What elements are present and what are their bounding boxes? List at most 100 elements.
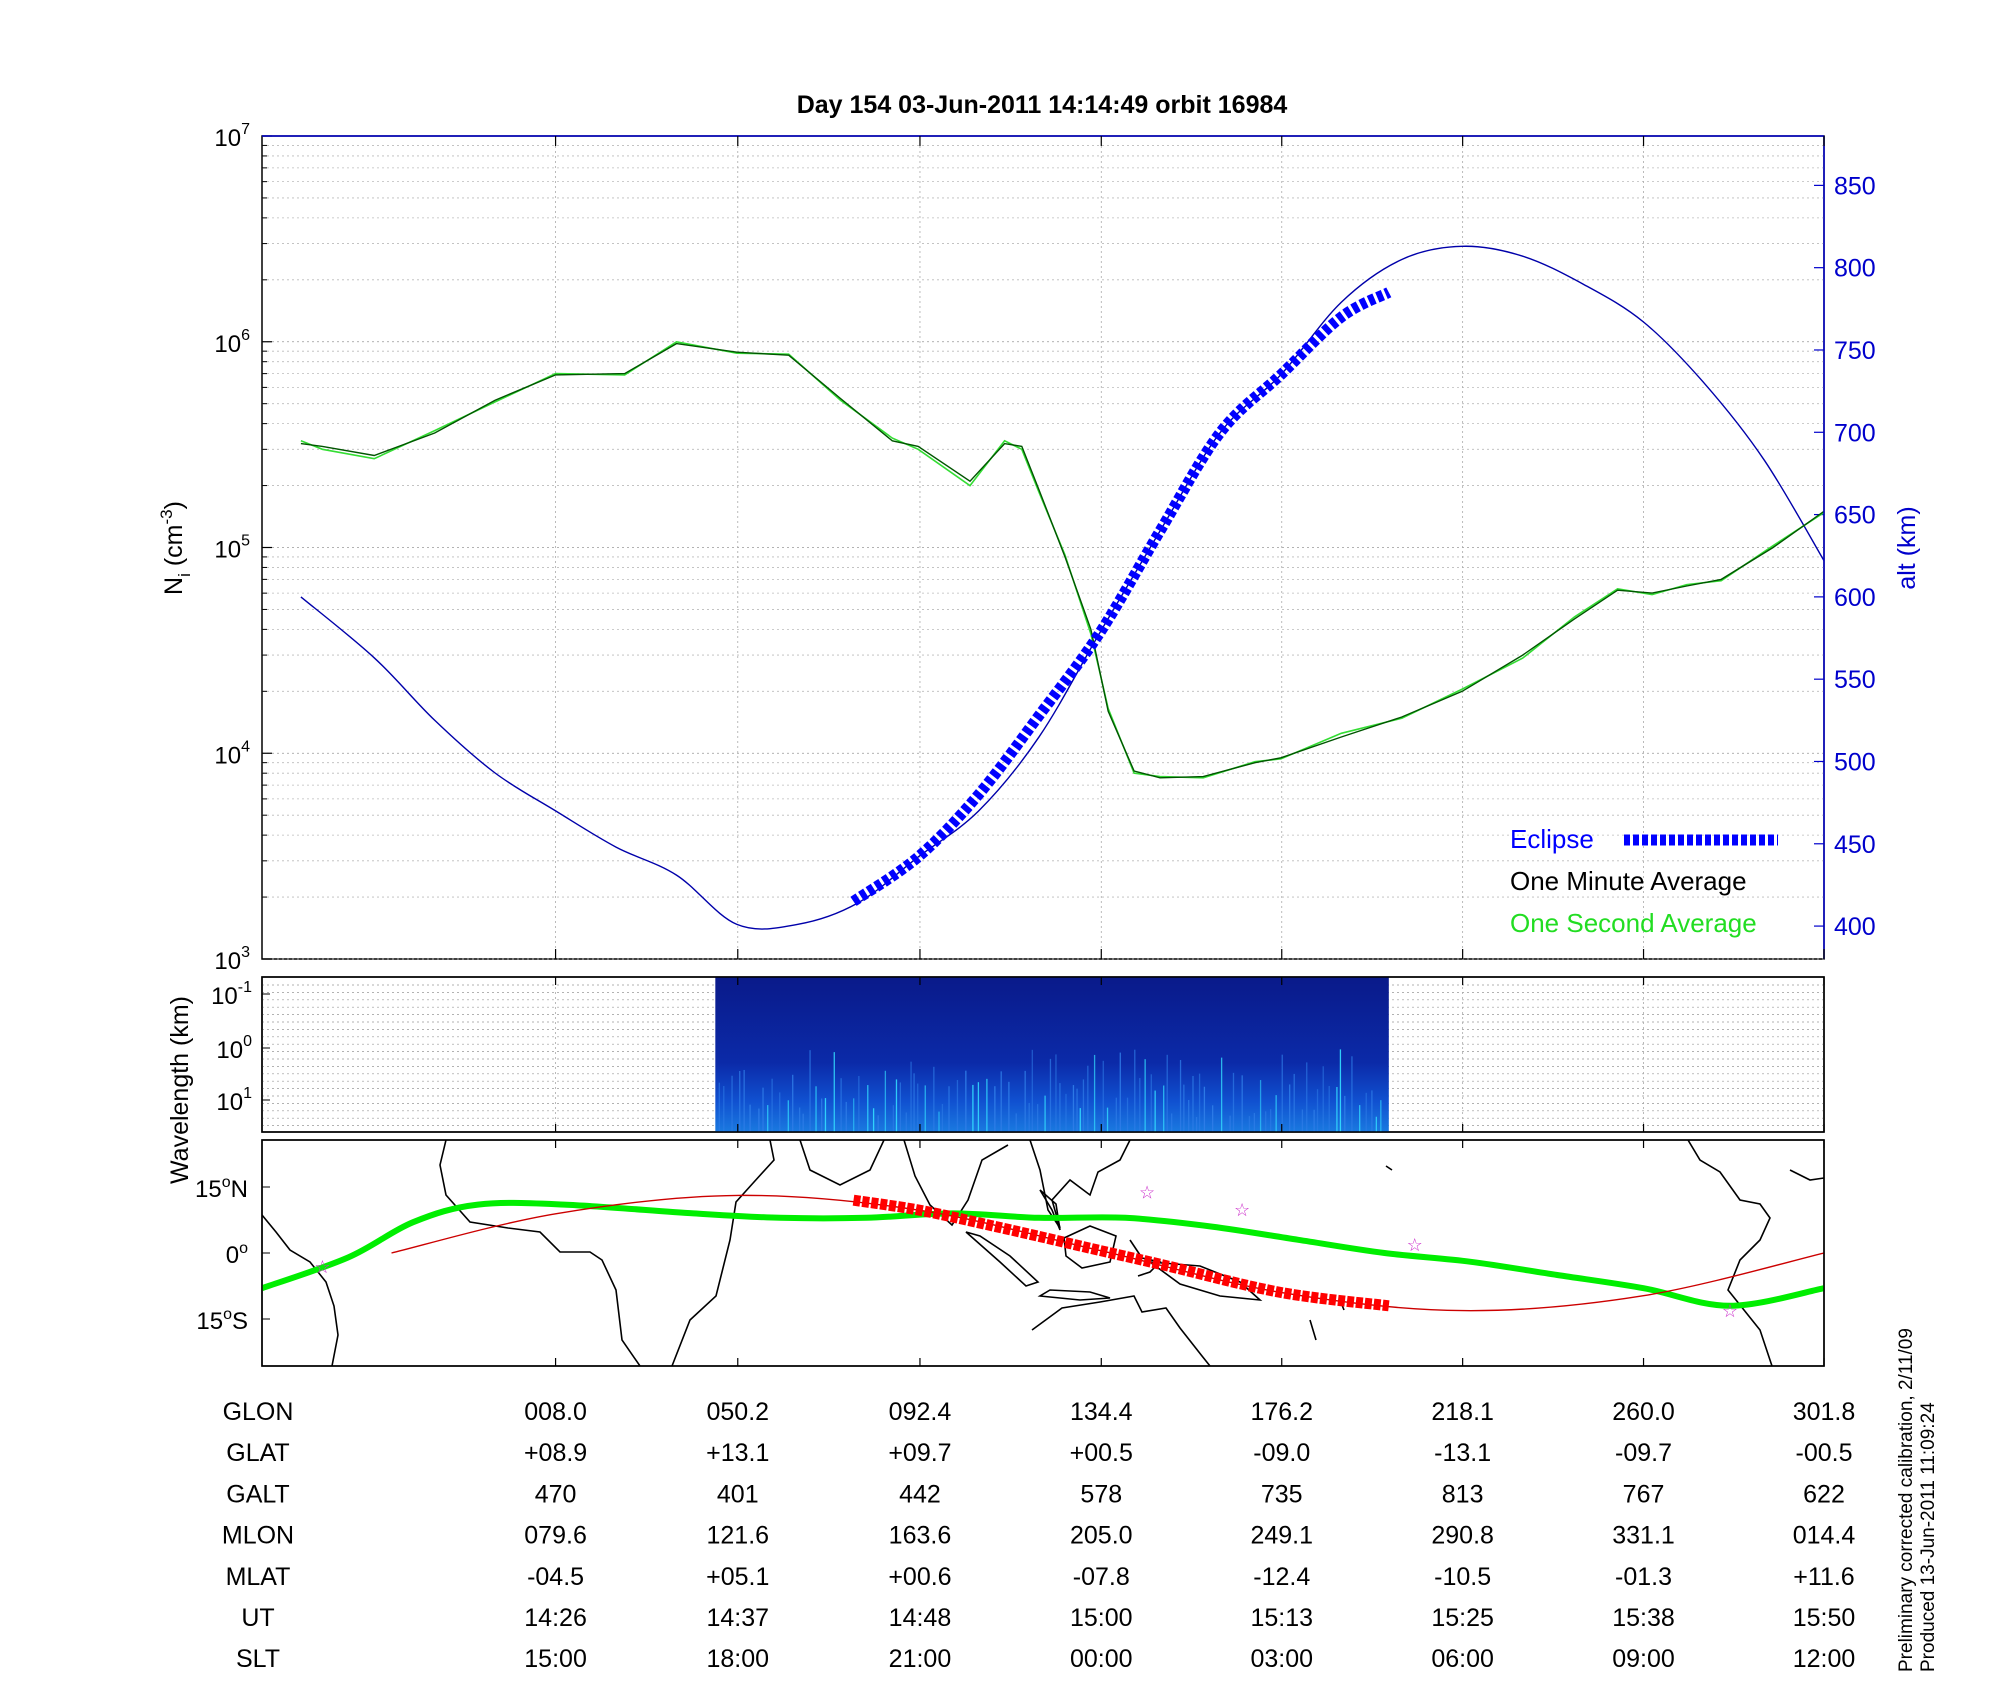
coast-new-guinea <box>1147 1260 1263 1302</box>
right-tick-label: 400 <box>1834 913 1876 941</box>
coast-java <box>1037 1289 1111 1301</box>
spectrogram-frame-outline <box>261 976 1825 1133</box>
left-axis-ticks: 103 104 105 106 107 <box>214 121 272 975</box>
coast-africa <box>439 1140 775 1366</box>
table-cell: 331.1 <box>1612 1522 1675 1550</box>
map-tick-label: 15oN <box>195 1174 248 1203</box>
right-axis-label: alt (km) <box>1893 506 1921 589</box>
spectrogram-panel: 10-1 100 101 Wavelength (km) <box>166 976 1825 1184</box>
star-marker: ☆ <box>314 1257 330 1277</box>
right-tick-label: 750 <box>1834 337 1876 365</box>
left-axis-label: Ni (cm-3) <box>157 501 194 595</box>
legend: Eclipse One Minute Average One Second Av… <box>1510 824 1778 938</box>
star-marker: ☆ <box>1234 1200 1250 1220</box>
table-cell: 622 <box>1803 1480 1845 1508</box>
star-marker: ☆ <box>1722 1301 1738 1321</box>
table-cell: 09:00 <box>1612 1645 1675 1673</box>
table-cell: 290.8 <box>1431 1522 1494 1550</box>
table-cell: 735 <box>1261 1480 1303 1508</box>
table-cell: +00.6 <box>888 1563 951 1591</box>
table-cell: 163.6 <box>889 1522 952 1550</box>
table-cell: 06:00 <box>1431 1645 1494 1673</box>
table-cell: 014.4 <box>1793 1522 1856 1550</box>
table-row-label: GLAT <box>226 1439 289 1467</box>
table-cell: 14:26 <box>524 1604 587 1632</box>
table-cell: +13.1 <box>706 1439 769 1467</box>
table-cell: 442 <box>899 1480 941 1508</box>
table-cell: 578 <box>1080 1480 1122 1508</box>
eclipse-line <box>850 287 1392 906</box>
table-cell: -09.7 <box>1615 1439 1672 1467</box>
legend-minute-label: One Minute Average <box>1510 866 1747 896</box>
table-cell: 15:38 <box>1612 1604 1675 1632</box>
top-panel: 103 104 105 106 107 400 450 500 550 600 650 700 750… <box>157 121 1921 975</box>
chart-title: Day 154 03-Jun-2011 14:14:49 orbit 16984 <box>797 91 1288 119</box>
left-tick-label: 107 <box>214 121 250 152</box>
table-row-label: MLON <box>222 1522 294 1550</box>
table-cell: -04.5 <box>527 1563 584 1591</box>
ephemeris-table: GLON GLAT GALT MLON MLAT UT SLT 008.0 +08.9 470 07… <box>222 1398 1855 1673</box>
left-tick-label: 104 <box>214 738 250 769</box>
spectrogram-axis-label: Wavelength (km) <box>166 996 194 1184</box>
legend-second-label: One Second Average <box>1510 908 1757 938</box>
star-marker: ☆ <box>1407 1235 1423 1255</box>
map-tick-label: 0o <box>226 1240 248 1269</box>
coast-philippines <box>1039 1189 1061 1231</box>
table-cell: 092.4 <box>889 1398 952 1426</box>
coast-arabia-india <box>799 1140 1009 1227</box>
coast-borneo <box>1063 1225 1117 1269</box>
right-axis-ticks: 400 450 500 550 600 650 700 750 800 850 <box>1814 172 1876 941</box>
table-cell: 079.6 <box>524 1522 587 1550</box>
right-tick-label: 550 <box>1834 666 1876 694</box>
footer-produced: Produced 13-Jun-2011 11:09:24 <box>1918 1402 1939 1672</box>
spectrogram-streaks <box>718 1049 1382 1132</box>
table-cell: 134.4 <box>1070 1398 1133 1426</box>
coast-se-asia <box>1029 1140 1131 1229</box>
table-cell: 050.2 <box>706 1398 769 1426</box>
table-row-label: SLT <box>236 1645 280 1673</box>
table-cell: +11.6 <box>1793 1563 1854 1591</box>
table-cell: +00.5 <box>1070 1439 1133 1467</box>
table-cell: 14:48 <box>889 1604 952 1632</box>
right-tick-label: 600 <box>1834 584 1876 612</box>
top-panel-grid <box>262 136 1825 960</box>
table-cell: 470 <box>535 1480 577 1508</box>
right-tick-label: 650 <box>1834 502 1876 530</box>
map-frame <box>261 1139 1825 1367</box>
footer-calibration: Preliminary corrected calibration, 2/11/… <box>1896 1328 1917 1672</box>
table-cell: +09.7 <box>888 1439 951 1467</box>
coast-sumatra <box>965 1231 1040 1287</box>
spectrogram-axis-ticks: 10-1 100 101 <box>211 979 270 1116</box>
right-tick-label: 500 <box>1834 748 1876 776</box>
table-row-label: GALT <box>226 1480 289 1508</box>
spectrogram-tick-label: 101 <box>216 1085 252 1116</box>
table-cell: 15:00 <box>1070 1604 1133 1632</box>
table-cell: 21:00 <box>889 1645 952 1673</box>
table-cell: -07.8 <box>1073 1563 1130 1591</box>
right-tick-label: 450 <box>1834 831 1876 859</box>
table-cell: -01.3 <box>1615 1563 1672 1591</box>
eclipse-track <box>852 1194 1390 1312</box>
spectrogram-tick-label: 10-1 <box>211 979 252 1010</box>
legend-eclipse-label: Eclipse <box>1510 824 1594 854</box>
table-cell: 00:00 <box>1070 1645 1133 1673</box>
left-tick-label: 103 <box>214 944 250 975</box>
table-cell: 301.8 <box>1793 1398 1856 1426</box>
star-markers: ☆ ☆ ☆ ☆ ☆ <box>314 1182 1738 1321</box>
table-cell: 15:13 <box>1250 1604 1313 1632</box>
table-cell: 121.6 <box>706 1522 769 1550</box>
table-cell: 813 <box>1442 1480 1484 1508</box>
table-cell: 14:37 <box>706 1604 769 1632</box>
table-cell: 12:00 <box>1793 1645 1856 1673</box>
magnetic-equator-track <box>262 1199 1824 1309</box>
altitude-line <box>300 245 1824 930</box>
table-cell: 03:00 <box>1250 1645 1313 1673</box>
map-tick-label: 15oS <box>196 1306 248 1335</box>
table-cell: 205.0 <box>1070 1522 1133 1550</box>
table-cell: 18:00 <box>706 1645 769 1673</box>
coast-australia <box>1031 1295 1211 1366</box>
x-axis-ticks <box>554 136 1825 1366</box>
table-cell: 15:00 <box>524 1645 587 1673</box>
table-cell: +08.9 <box>524 1439 587 1467</box>
right-tick-label: 800 <box>1834 255 1876 283</box>
